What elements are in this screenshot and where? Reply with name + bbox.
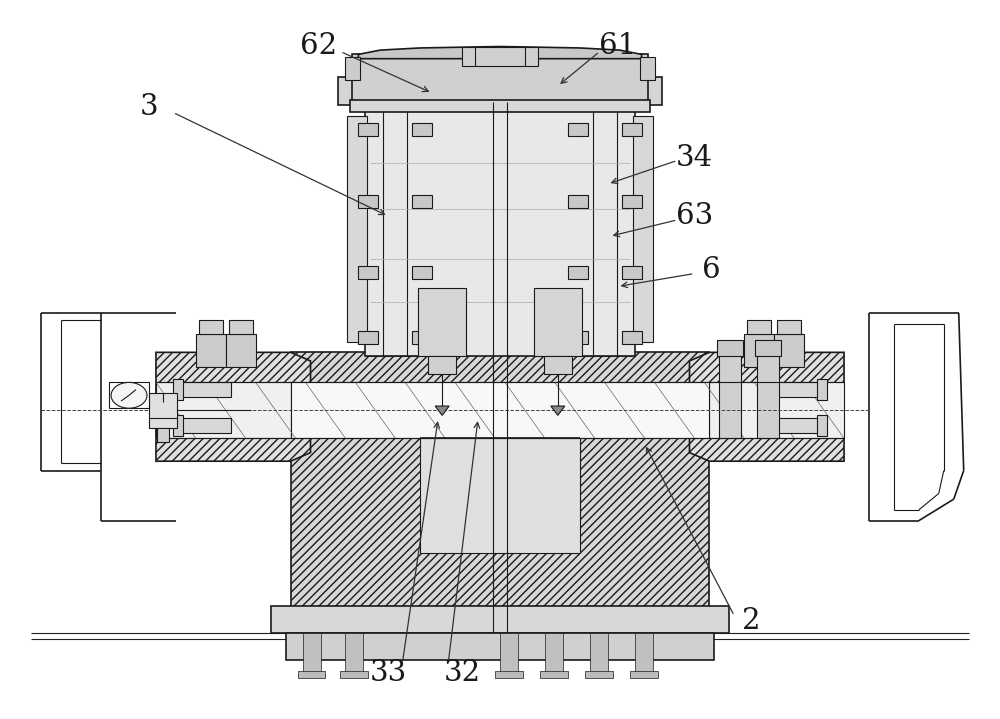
Bar <box>412 267 432 279</box>
Polygon shape <box>551 406 565 416</box>
Bar <box>412 331 432 344</box>
Bar <box>817 415 827 436</box>
Bar <box>149 393 177 428</box>
Text: 62: 62 <box>300 32 337 60</box>
Bar <box>199 320 223 334</box>
Bar <box>271 606 729 633</box>
Bar <box>622 123 642 136</box>
Bar <box>412 123 432 136</box>
Bar <box>303 633 320 676</box>
Bar <box>229 320 253 334</box>
Bar <box>358 123 378 136</box>
Bar <box>350 99 650 112</box>
Bar <box>500 633 518 676</box>
Bar <box>368 101 422 356</box>
Bar <box>196 334 226 367</box>
Bar <box>622 331 642 344</box>
Bar <box>590 633 608 676</box>
Bar <box>635 633 653 676</box>
Bar <box>352 55 648 103</box>
Bar <box>578 101 632 356</box>
Polygon shape <box>156 383 291 439</box>
Bar <box>757 352 779 439</box>
Text: 6: 6 <box>702 256 721 284</box>
Bar <box>755 340 781 356</box>
Bar <box>777 320 801 334</box>
Bar <box>769 382 824 398</box>
Bar <box>173 379 183 400</box>
Bar <box>358 331 378 344</box>
Text: 61: 61 <box>599 32 636 60</box>
Polygon shape <box>291 352 709 633</box>
Bar <box>358 195 378 208</box>
Polygon shape <box>709 383 844 439</box>
Bar <box>109 383 149 408</box>
Bar <box>418 288 466 356</box>
Bar <box>347 116 367 342</box>
Bar <box>817 379 827 400</box>
Polygon shape <box>156 352 311 461</box>
Bar <box>545 633 563 676</box>
Bar <box>540 671 568 678</box>
Polygon shape <box>435 406 449 416</box>
Bar <box>365 101 635 356</box>
Bar <box>585 671 613 678</box>
Text: 2: 2 <box>742 607 761 635</box>
Bar <box>176 382 231 398</box>
Bar <box>568 195 588 208</box>
Bar <box>358 267 378 279</box>
Bar <box>412 195 432 208</box>
Bar <box>544 356 572 374</box>
Bar <box>495 671 523 678</box>
Bar <box>345 633 363 676</box>
Circle shape <box>111 383 147 408</box>
Bar <box>744 334 774 367</box>
Bar <box>428 356 456 374</box>
Polygon shape <box>689 352 844 461</box>
Bar <box>176 418 231 434</box>
Bar <box>774 334 804 367</box>
Bar <box>462 47 538 66</box>
Bar <box>622 195 642 208</box>
Bar <box>286 633 714 660</box>
Bar <box>568 331 588 344</box>
Bar <box>769 418 824 434</box>
Text: 3: 3 <box>140 93 158 122</box>
Bar <box>345 58 360 81</box>
Text: 63: 63 <box>676 202 713 230</box>
Text: 33: 33 <box>370 659 407 687</box>
Bar <box>717 340 743 356</box>
Bar <box>747 320 771 334</box>
Bar <box>633 116 653 342</box>
Polygon shape <box>291 383 709 439</box>
Bar <box>622 267 642 279</box>
Bar <box>534 288 582 356</box>
Bar <box>630 671 658 678</box>
Text: 34: 34 <box>676 144 713 172</box>
Polygon shape <box>358 47 642 59</box>
Text: 32: 32 <box>444 659 481 687</box>
Bar <box>226 334 256 367</box>
Bar <box>640 58 655 81</box>
Bar <box>568 123 588 136</box>
Bar <box>298 671 325 678</box>
Bar <box>719 352 741 439</box>
Bar <box>340 671 368 678</box>
Bar <box>568 267 588 279</box>
Bar <box>338 77 662 105</box>
Bar <box>157 428 169 442</box>
Bar <box>173 415 183 436</box>
Bar <box>420 439 580 553</box>
